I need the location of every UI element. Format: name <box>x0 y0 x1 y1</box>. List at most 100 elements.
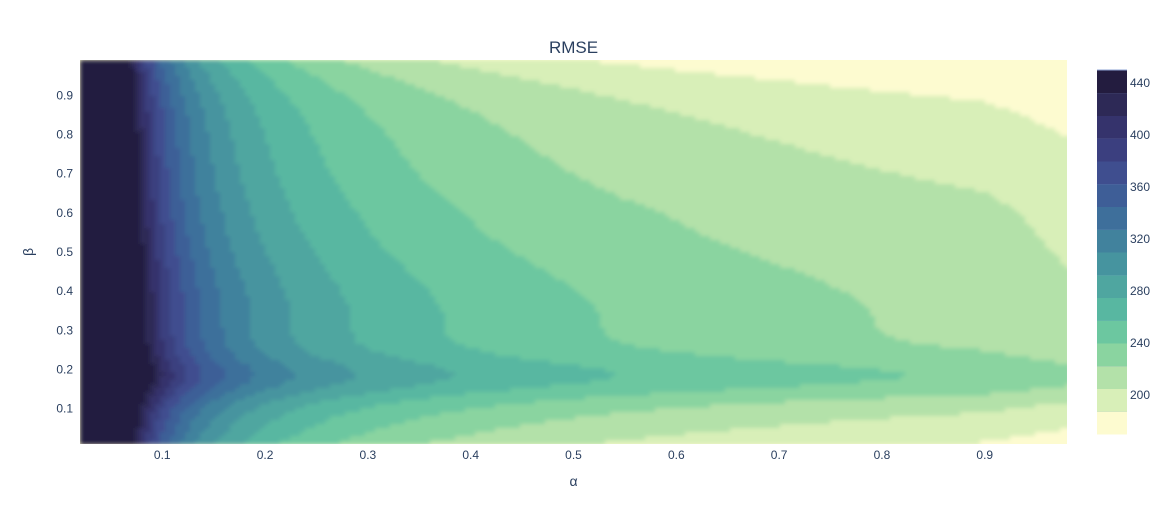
contour-cell <box>630 136 636 141</box>
contour-cell <box>940 80 946 85</box>
contour-cell <box>385 116 391 121</box>
contour-cell <box>865 136 871 141</box>
contour-cell <box>625 92 631 97</box>
contour-cell <box>520 96 526 101</box>
contour-cell <box>805 120 811 125</box>
contour-cell <box>460 144 466 149</box>
contour-cell <box>1015 116 1021 121</box>
contour-cell <box>190 120 196 125</box>
contour-cell <box>735 120 741 125</box>
contour-cell <box>995 148 1001 153</box>
contour-cell <box>620 80 626 85</box>
contour-cell <box>550 84 556 89</box>
contour-cell <box>1035 140 1041 145</box>
contour-cell <box>665 88 671 93</box>
contour-cell <box>305 96 311 101</box>
contour-cell <box>370 152 376 157</box>
contour-cell <box>770 124 776 129</box>
contour-cell <box>830 60 836 65</box>
contour-cell <box>275 108 281 113</box>
contour-cell <box>880 68 886 73</box>
contour-cell <box>1010 136 1016 141</box>
contour-cell <box>625 96 631 101</box>
contour-cell <box>990 148 996 153</box>
contour-cell <box>280 132 286 137</box>
contour-cell <box>185 160 191 165</box>
contour-cell <box>750 104 756 109</box>
contour-cell <box>320 120 326 125</box>
contour-cell <box>830 152 836 157</box>
contour-cell <box>880 144 886 149</box>
contour-cell <box>365 60 371 65</box>
contour-cell <box>955 144 961 149</box>
contour-cell <box>405 96 411 101</box>
contour-cell <box>710 116 716 121</box>
contour-cell <box>965 144 971 149</box>
contour-cell <box>135 72 141 77</box>
contour-cell <box>355 68 361 73</box>
contour-cell <box>215 116 221 121</box>
contour-cell <box>990 88 996 93</box>
contour-cell <box>395 140 401 145</box>
contour-cell <box>295 72 301 77</box>
contour-cell <box>535 108 541 113</box>
contour-cell <box>515 144 521 149</box>
contour-cell <box>505 64 511 69</box>
contour-cell <box>700 112 706 117</box>
contour-cell <box>495 108 501 113</box>
contour-cell <box>300 72 306 77</box>
contour-cell <box>955 148 961 153</box>
contour-cell <box>120 108 126 113</box>
contour-cell <box>1030 152 1036 157</box>
contour-cell <box>490 156 496 161</box>
contour-cell <box>690 60 696 65</box>
contour-cell <box>1000 144 1006 149</box>
contour-cell <box>1005 132 1011 137</box>
contour-cell <box>430 116 436 121</box>
contour-cell <box>110 136 116 141</box>
contour-cell <box>295 116 301 121</box>
contour-cell <box>650 104 656 109</box>
contour-cell <box>890 156 896 161</box>
contour-cell <box>405 84 411 89</box>
contour-cell <box>425 124 431 129</box>
contour-cell <box>265 76 271 81</box>
contour-cell <box>160 96 166 101</box>
contour-cell <box>1000 116 1006 121</box>
contour-cell <box>240 96 246 101</box>
contour-cell <box>705 124 711 129</box>
contour-cell <box>860 100 866 105</box>
contour-cell <box>535 80 541 85</box>
contour-cell <box>510 84 516 89</box>
contour-cell <box>545 140 551 145</box>
contour-cell <box>150 144 156 149</box>
contour-cell <box>260 144 266 149</box>
contour-cell <box>985 64 991 69</box>
contour-cell <box>85 96 91 101</box>
contour-cell <box>295 80 301 85</box>
contour-cell <box>670 104 676 109</box>
contour-cell <box>945 76 951 81</box>
contour-cell <box>125 92 131 97</box>
contour-cell <box>860 120 866 125</box>
contour-cell <box>800 88 806 93</box>
contour-cell <box>620 112 626 117</box>
contour-cell <box>175 72 181 77</box>
contour-cell <box>990 124 996 129</box>
contour-cell <box>855 88 861 93</box>
contour-cell <box>625 64 631 69</box>
contour-cell <box>815 120 821 125</box>
contour-cell <box>790 96 796 101</box>
contour-cell <box>615 76 621 81</box>
contour-cell <box>1000 100 1006 105</box>
contour-cell <box>495 156 501 161</box>
contour-cell <box>560 116 566 121</box>
contour-cell <box>945 60 951 65</box>
contour-cell <box>265 84 271 89</box>
plot-area[interactable] <box>80 60 1071 445</box>
contour-cell <box>905 68 911 73</box>
contour-cell <box>755 124 761 129</box>
contour-cell <box>975 120 981 125</box>
contour-cell <box>675 84 681 89</box>
contour-cell <box>810 72 816 77</box>
